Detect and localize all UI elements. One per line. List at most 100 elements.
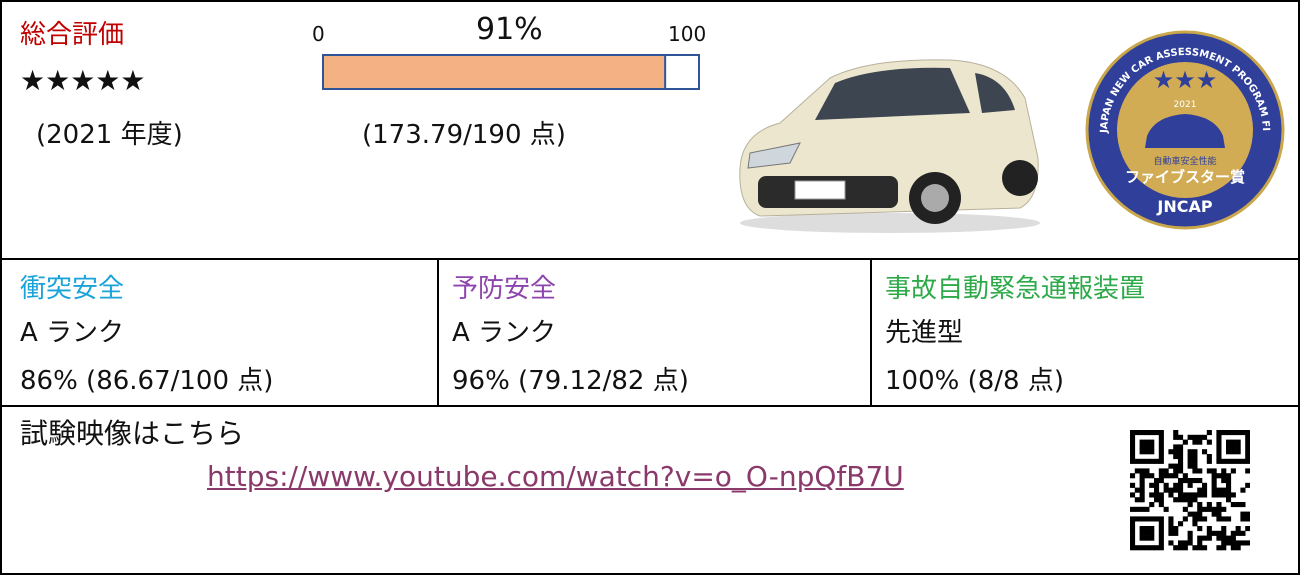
qr-module (1159, 449, 1164, 454)
qr-module (1226, 459, 1231, 464)
qr-module (1192, 497, 1197, 502)
qr-module (1221, 507, 1226, 512)
qr-module (1173, 483, 1178, 488)
qr-module (1173, 545, 1178, 550)
qr-module (1207, 536, 1212, 541)
qr-module (1140, 545, 1145, 550)
qr-module (1207, 468, 1212, 473)
qr-module (1130, 536, 1135, 541)
qr-module (1159, 430, 1164, 435)
qr-module (1240, 430, 1245, 435)
qr-module (1202, 483, 1207, 488)
qr-module (1197, 507, 1202, 512)
qr-module (1130, 444, 1135, 449)
qr-module (1168, 526, 1173, 531)
qr-module (1164, 468, 1169, 473)
qr-module (1207, 440, 1212, 445)
qr-module (1140, 444, 1145, 449)
qr-module (1140, 440, 1145, 445)
qr-module (1144, 473, 1149, 478)
qr-module (1130, 507, 1135, 512)
qr-module (1207, 459, 1212, 464)
qr-module (1135, 430, 1140, 435)
qr-module (1216, 488, 1221, 493)
qr-module (1207, 430, 1212, 435)
category-rating: A ランク (20, 312, 124, 349)
qr-module (1159, 545, 1164, 550)
qr-module (1159, 435, 1164, 440)
qr-module (1216, 512, 1221, 517)
qr-module (1221, 536, 1226, 541)
stars: ★★★★★ (20, 64, 146, 97)
qr-module (1140, 526, 1145, 531)
qr-module (1159, 440, 1164, 445)
qr-module (1226, 497, 1231, 502)
qr-module (1178, 435, 1183, 440)
qr-module (1212, 507, 1217, 512)
qr-module (1245, 526, 1250, 531)
category-rating: 先進型 (885, 312, 963, 349)
qr-module (1183, 473, 1188, 478)
qr-module (1236, 540, 1241, 545)
qr-module (1245, 459, 1250, 464)
qr-module (1202, 492, 1207, 497)
qr-module (1245, 430, 1250, 435)
qr-module (1140, 488, 1145, 493)
qr-module (1173, 435, 1178, 440)
qr-module (1197, 435, 1202, 440)
qr-module (1245, 483, 1250, 488)
video-label: 試験映像はこちら (20, 412, 244, 452)
qr-module (1140, 459, 1145, 464)
qr-module (1216, 545, 1221, 550)
year: (2021 年度) (36, 114, 183, 151)
qr-module (1135, 516, 1140, 521)
qr-module (1212, 512, 1217, 517)
qr-module (1221, 545, 1226, 550)
qr-module (1197, 526, 1202, 531)
qr-module (1178, 488, 1183, 493)
qr-module (1202, 449, 1207, 454)
qr-module (1188, 459, 1193, 464)
qr-module (1216, 473, 1221, 478)
qr-module (1245, 468, 1250, 473)
video-link[interactable]: https://www.youtube.com/watch?v=o_O-npQf… (207, 460, 904, 493)
qr-module (1130, 526, 1135, 531)
qr-module (1173, 454, 1178, 459)
qr-module (1140, 483, 1145, 488)
qr-module (1140, 497, 1145, 502)
qr-module (1212, 492, 1217, 497)
qr-module (1192, 449, 1197, 454)
qr-module (1192, 468, 1197, 473)
qr-module (1221, 478, 1226, 483)
qr-module (1231, 536, 1236, 541)
qr-module (1140, 531, 1145, 536)
divider (870, 258, 872, 405)
qr-module (1149, 531, 1154, 536)
qr-module (1188, 536, 1193, 541)
qr-module (1245, 435, 1250, 440)
qr-module (1188, 497, 1193, 502)
qr-module (1188, 492, 1193, 497)
qr-module (1154, 497, 1159, 502)
qr-module (1236, 449, 1241, 454)
qr-module (1231, 545, 1236, 550)
qr-module (1159, 444, 1164, 449)
qr-module (1231, 531, 1236, 536)
qr-module (1216, 459, 1221, 464)
qr-module (1144, 440, 1149, 445)
qr-module (1144, 449, 1149, 454)
qr-module (1130, 521, 1135, 526)
qr-module (1188, 454, 1193, 459)
qr-module (1144, 430, 1149, 435)
qr-module (1226, 440, 1231, 445)
qr-module (1178, 497, 1183, 502)
qr-module (1240, 459, 1245, 464)
qr-module (1130, 454, 1135, 459)
qr-module (1130, 473, 1135, 478)
qr-module (1245, 516, 1250, 521)
award-badge: JAPAN NEW CAR ASSESSMENT PROGRAM FIVE ST… (1085, 18, 1285, 238)
qr-module (1188, 464, 1193, 469)
page: 総合評価 ★★★★★ (2021 年度) 0 91% 100 (173.79/1… (0, 0, 1300, 575)
qr-module (1192, 440, 1197, 445)
qr-module (1197, 492, 1202, 497)
